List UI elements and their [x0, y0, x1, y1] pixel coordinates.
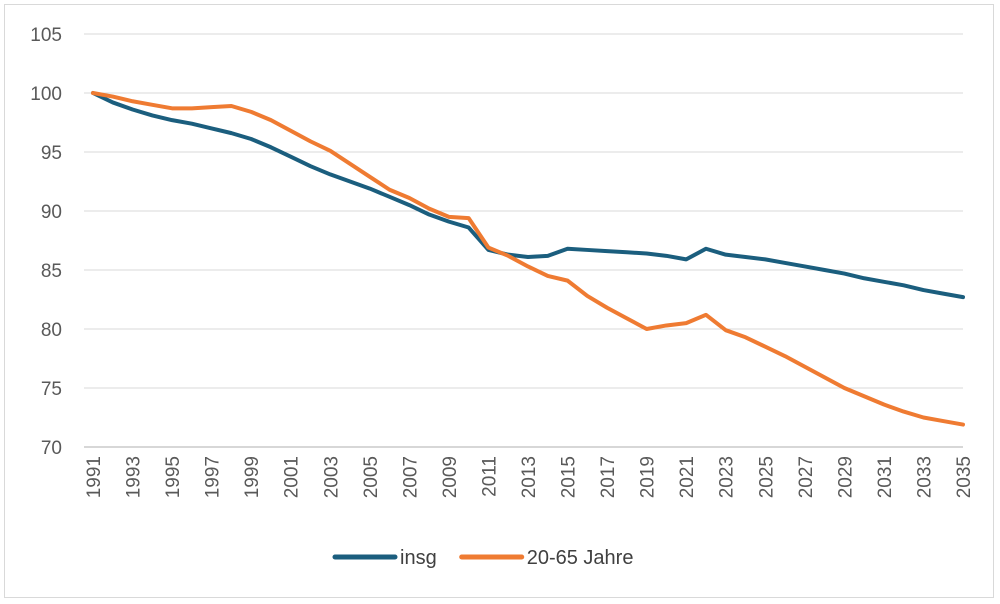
y-tick-label: 105	[30, 25, 62, 46]
gridlines	[84, 33, 963, 389]
series-lines	[91, 91, 965, 427]
y-tick-label: 95	[41, 143, 62, 164]
y-tick-label: 90	[41, 202, 62, 223]
x-tick-label: 2025	[756, 456, 777, 498]
x-tick-label: 2031	[875, 456, 896, 498]
x-tick-label: 2023	[717, 456, 738, 498]
y-tick-label: 85	[41, 261, 62, 282]
y-tick-label: 75	[41, 379, 62, 400]
x-tick-label: 2003	[321, 456, 342, 498]
x-tick-label: 2021	[677, 456, 698, 498]
legend-label-1: insg	[400, 547, 437, 569]
x-tick-label: 2009	[440, 456, 461, 498]
x-tick-label: 1995	[163, 456, 184, 498]
x-tick-label: 1999	[242, 456, 263, 498]
x-tick-label: 1997	[203, 456, 224, 498]
x-tick-label: 2029	[835, 456, 856, 498]
y-tick-label: 100	[30, 84, 62, 105]
x-tick-label: 2007	[400, 456, 421, 498]
legend-label-2: 20-65 Jahre	[527, 547, 634, 569]
x-tick-label: 2015	[559, 456, 580, 498]
x-tick-label: 1993	[124, 456, 145, 498]
y-tick-label: 80	[41, 320, 62, 341]
x-tick-label: 2017	[598, 456, 619, 498]
x-axis-ticks: 1991 1993 1995 1997 1999 2001 2003 2005 2007 2009…	[84, 456, 975, 498]
x-tick-label: 2033	[914, 456, 935, 498]
series-line-1	[91, 91, 965, 300]
y-tick-label: 70	[41, 438, 62, 459]
x-tick-label: 2013	[519, 456, 540, 498]
x-tick-label: 2005	[361, 456, 382, 498]
legend: insg 20-65 Jahre	[332, 547, 634, 569]
x-tick-label: 1991	[84, 456, 105, 498]
y-axis-ticks: 105 100 95 90 85 80 75 70	[30, 25, 62, 459]
chart-frame	[4, 4, 994, 598]
x-tick-label: 2001	[282, 456, 303, 498]
x-tick-label: 2019	[638, 456, 659, 498]
x-tick-label: 2011	[479, 456, 500, 497]
x-tick-label: 2027	[796, 456, 817, 498]
x-tick-label: 2035	[954, 456, 975, 498]
series-line-2	[91, 91, 965, 427]
